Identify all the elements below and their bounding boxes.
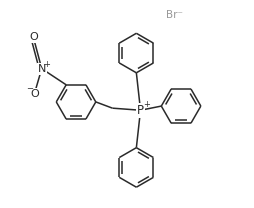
Text: −: − — [26, 84, 33, 93]
Text: +: + — [43, 59, 50, 69]
Text: Br⁻: Br⁻ — [166, 10, 183, 20]
Text: O: O — [30, 89, 39, 99]
Text: N: N — [38, 64, 46, 74]
Text: P: P — [137, 104, 144, 117]
Text: +: + — [143, 100, 150, 109]
Text: O: O — [29, 32, 38, 42]
